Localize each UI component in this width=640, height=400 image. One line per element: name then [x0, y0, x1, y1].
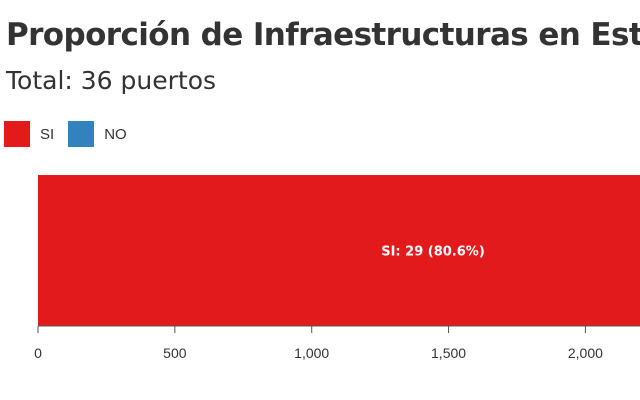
bar-label-si: SI: 29 (80.6%): [381, 245, 485, 260]
legend-item-no[interactable]: NO: [68, 121, 127, 147]
x-tick-label: 1,500: [431, 345, 466, 361]
legend-label-si: SI: [40, 125, 55, 143]
legend-swatch-si: [4, 121, 30, 147]
legend-item-si[interactable]: SI: [4, 121, 54, 147]
x-tick-label: 500: [163, 345, 187, 361]
chart-subtitle: Total: 36 puertos: [6, 66, 217, 95]
x-tick-label: 2,000: [568, 345, 603, 361]
legend-label-no: NO: [104, 125, 127, 143]
legend: SI NO: [4, 121, 141, 147]
chart-title: Proporción de Infraestructuras en Est: [6, 17, 640, 53]
x-tick-label: 0: [34, 345, 42, 361]
bar-si: [38, 175, 640, 326]
x-tick-label: 1,000: [294, 345, 329, 361]
legend-swatch-no: [68, 121, 95, 147]
